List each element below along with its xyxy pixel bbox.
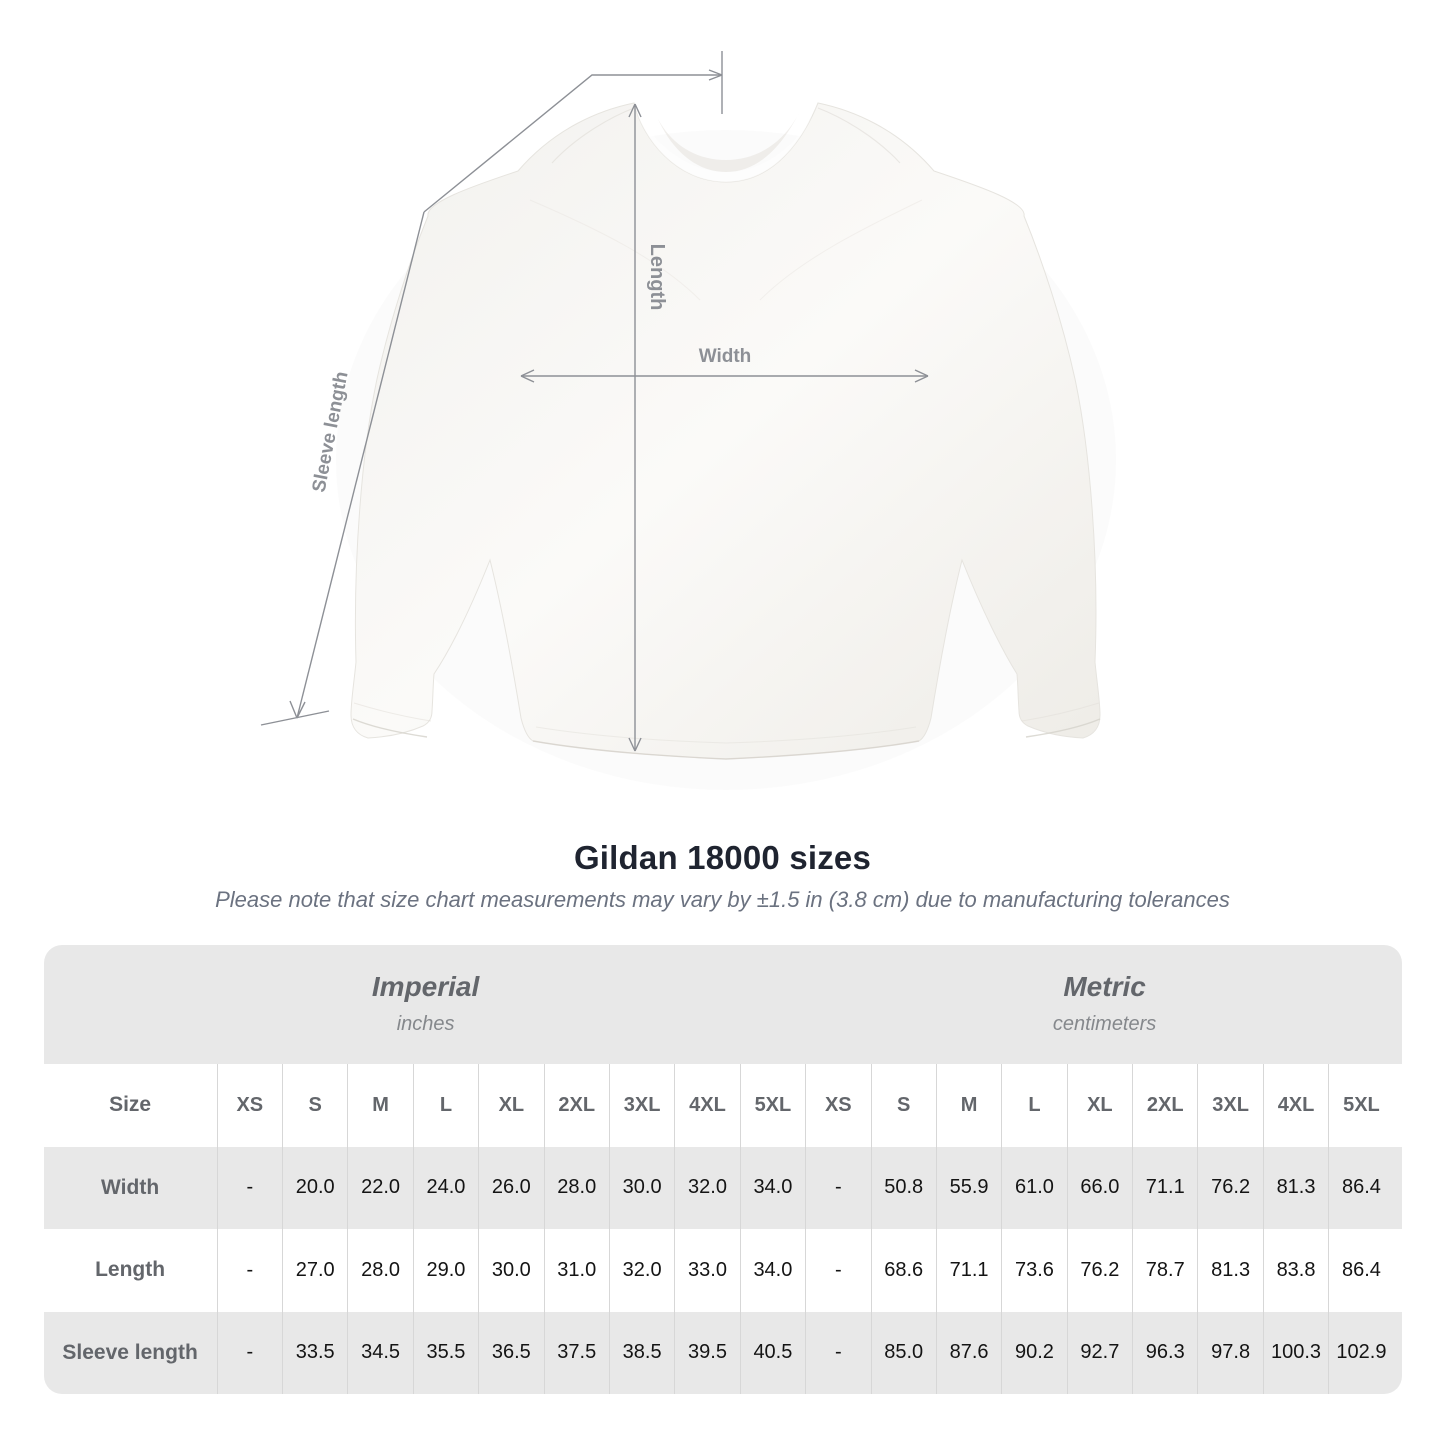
svg-text:Length: Length [646, 244, 668, 311]
svg-text:Width: Width [699, 346, 752, 367]
